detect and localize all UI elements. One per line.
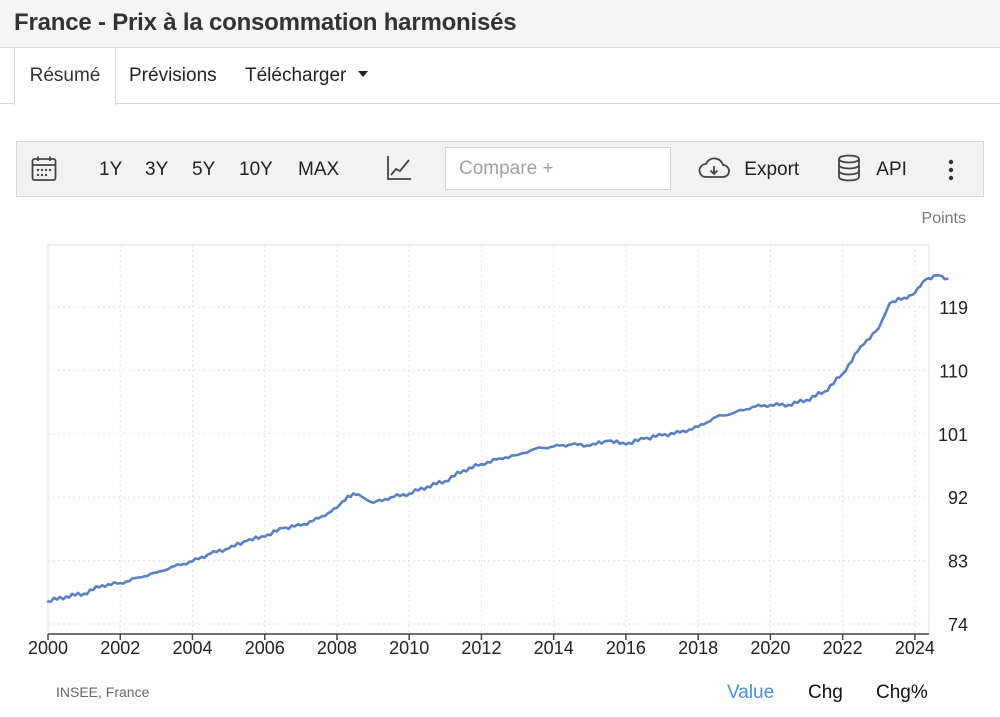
page-title: France - Prix à la consommation harmonis… [14, 9, 517, 36]
y-tick-label: 83 [948, 552, 968, 572]
x-tick-label: 2000 [28, 638, 68, 657]
cloud-download-icon [698, 157, 730, 178]
line-chart-icon[interactable] [385, 142, 413, 196]
range-max-button[interactable]: MAX [298, 159, 340, 180]
y-axis-unit-label: Points [921, 210, 966, 227]
api-label: API [876, 159, 907, 180]
api-button[interactable]: API [837, 142, 907, 196]
range-1y-button[interactable]: 1Y [99, 159, 123, 180]
line-chart: 2000 2002 2004 2006 2008 2010 2012 2014 2016 2018… [28, 244, 968, 657]
x-tick-label: 2004 [172, 638, 212, 657]
range-10y-button[interactable]: 10Y [239, 159, 273, 180]
database-icon [838, 154, 860, 182]
tab-telecharger-label: Télécharger [245, 65, 347, 86]
x-tick-label: 2008 [317, 638, 357, 657]
compare-input[interactable] [445, 147, 671, 190]
x-tick-label: 2020 [750, 638, 790, 657]
y-tick-label: 74 [948, 615, 968, 635]
tab-previsions[interactable]: Prévisions [129, 65, 217, 86]
tab-resume[interactable]: Résumé [14, 48, 116, 105]
mode-chg-button[interactable]: Chg [808, 682, 843, 703]
y-tick-label: 119 [939, 298, 968, 318]
chart-toolbar: 1Y 3Y 5Y 10Y MAX Export API [16, 141, 984, 197]
x-tick-label: 2024 [895, 638, 935, 657]
x-tick-label: 2022 [823, 638, 863, 657]
x-tick-label: 2016 [606, 638, 646, 657]
range-5y-button[interactable]: 5Y [192, 159, 216, 180]
export-button[interactable]: Export [697, 142, 799, 196]
x-tick-label: 2018 [678, 638, 718, 657]
tab-telecharger[interactable]: Télécharger [245, 48, 369, 104]
y-tick-label: 92 [948, 488, 968, 508]
x-tick-label: 2012 [461, 638, 501, 657]
x-tick-label: 2006 [245, 638, 285, 657]
series-line [46, 274, 949, 603]
export-label: Export [744, 159, 800, 180]
y-tick-label: 101 [938, 425, 968, 445]
mode-chg-percent-button[interactable]: Chg% [876, 682, 928, 703]
title-bar: France - Prix à la consommation harmonis… [0, 0, 1000, 48]
x-tick-label: 2002 [100, 638, 140, 657]
plot-frame [47, 244, 930, 635]
x-tick-label: 2014 [534, 638, 574, 657]
x-tick-label: 2010 [389, 638, 429, 657]
calendar-icon[interactable] [31, 142, 57, 196]
tab-bar: Résumé Prévisions Télécharger [0, 48, 1000, 105]
range-3y-button[interactable]: 3Y [145, 159, 169, 180]
mode-value-button[interactable]: Value [727, 682, 775, 703]
y-tick-label: 110 [939, 361, 968, 381]
caret-down-icon [358, 70, 369, 77]
source-label: INSEE, France [56, 684, 150, 700]
more-vertical-icon[interactable] [947, 142, 955, 196]
